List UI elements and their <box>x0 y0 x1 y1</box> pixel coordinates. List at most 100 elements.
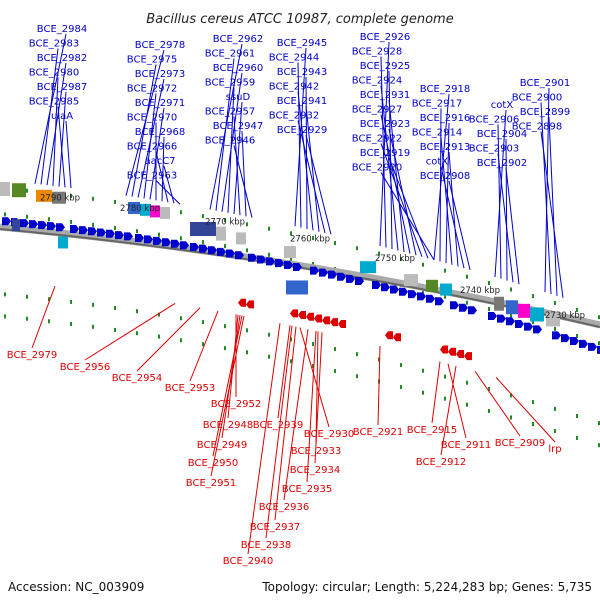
tick-mark <box>334 369 336 374</box>
forward-gene-arrow <box>70 224 79 233</box>
forward-gene-label: cotX <box>426 157 449 168</box>
reverse-gene-arrow <box>385 331 393 340</box>
feature-block <box>216 226 226 241</box>
forward-leader-line <box>155 151 169 203</box>
tick-mark <box>422 368 424 373</box>
tick-mark <box>4 292 6 297</box>
tick-mark <box>26 214 28 219</box>
tick-mark <box>510 393 512 398</box>
tick-mark <box>312 364 314 369</box>
kbp-layer: 2790 kbp 2780 kbp 2770 kbp 2760 kbp 2750 kbp… <box>40 193 585 321</box>
forward-gene-arrow <box>226 249 235 258</box>
forward-gene-label: BCE_2932 <box>269 111 319 122</box>
tick-mark <box>400 385 402 390</box>
forward-gene-label: BCE_2900 <box>512 93 562 104</box>
forward-leader-line <box>297 62 302 228</box>
tick-mark <box>356 246 358 251</box>
forward-gene-arrow <box>124 232 133 241</box>
tick-layer <box>4 186 600 448</box>
forward-gene-arrow <box>337 272 346 281</box>
tick-mark <box>554 428 556 433</box>
forward-gene-arrow <box>20 219 29 228</box>
forward-leader-line <box>143 93 157 199</box>
tick-mark <box>444 268 446 273</box>
forward-gene-label: BCE_2963 <box>127 171 177 182</box>
tick-mark <box>180 316 182 321</box>
reverse-leader-line <box>299 327 330 428</box>
forward-gene-label: BCE_2918 <box>420 84 470 95</box>
reverse-leader-line <box>84 303 176 361</box>
forward-gene-arrow <box>570 337 579 346</box>
tick-mark <box>598 421 600 426</box>
forward-gene-arrow <box>328 270 337 279</box>
forward-gene-label: BCE_2920 <box>352 163 402 174</box>
forward-gene-label: BCE_2944 <box>269 53 319 64</box>
reverse-leader-line <box>315 331 319 445</box>
tick-mark <box>466 274 468 279</box>
feature-block <box>36 189 52 202</box>
tick-mark <box>114 305 116 310</box>
forward-gene-label: BCE_2901 <box>520 78 570 89</box>
tick-mark <box>532 294 534 299</box>
forward-leader-line <box>548 116 558 296</box>
reverse-gene-arrow <box>306 312 314 321</box>
tick-mark <box>290 359 292 364</box>
tick-mark <box>114 327 116 332</box>
tick-mark <box>246 328 248 333</box>
forward-gene-label: BCE_2927 <box>352 105 402 116</box>
reverse-gene-label: BCE_2930 <box>304 429 354 440</box>
forward-leader-line <box>494 109 507 278</box>
reverse-gene-arrow <box>330 318 338 327</box>
forward-leader-line <box>297 91 314 231</box>
tick-mark <box>334 347 336 352</box>
forward-gene-arrow <box>459 303 468 312</box>
forward-gene-arrow <box>47 222 56 231</box>
tick-mark <box>224 218 226 223</box>
forward-gene-arrow <box>435 297 444 306</box>
forward-gene-label: BCE_2913 <box>420 142 470 153</box>
tick-mark <box>48 297 50 302</box>
forward-gene-label: BCE_2906 <box>469 115 519 126</box>
forward-gene-arrow <box>257 255 266 264</box>
feature-block <box>546 312 560 327</box>
forward-leader-line <box>380 172 435 261</box>
tick-mark <box>576 435 578 440</box>
tick-mark <box>532 320 534 325</box>
reverse-gene-label: BCE_2921 <box>353 427 403 438</box>
accession-text: Accession: NC_003909 <box>8 580 145 594</box>
tick-mark <box>92 222 94 227</box>
tick-mark <box>136 309 138 314</box>
forward-gene-arrow <box>106 229 115 238</box>
forward-gene-arrow <box>153 236 162 245</box>
forward-gene-arrow <box>417 292 426 301</box>
feature-block <box>150 205 160 218</box>
tick-mark <box>92 302 94 307</box>
forward-gene-label: BCE_2925 <box>360 61 410 72</box>
forward-gene-arrow <box>190 243 199 252</box>
tick-mark <box>466 402 468 407</box>
feature-block <box>140 203 150 216</box>
forward-leader-line <box>305 105 320 232</box>
forward-gene-label: BCE_2960 <box>213 63 263 74</box>
feature-block <box>160 206 170 219</box>
forward-gene-label: BCE_2904 <box>477 129 527 140</box>
reverse-gene-arrow <box>314 314 322 323</box>
tick-mark <box>180 210 182 215</box>
feature-block <box>440 283 452 296</box>
tick-mark <box>268 354 270 359</box>
forward-gene-arrow <box>552 331 561 340</box>
forward-gene-arrow <box>284 261 293 270</box>
tick-mark <box>158 334 160 339</box>
tick-mark <box>576 413 578 418</box>
feature-block <box>518 303 530 318</box>
forward-gene-label: BCE_2966 <box>127 142 177 153</box>
forward-leader-line <box>40 48 59 185</box>
tick-mark <box>224 244 226 249</box>
forward-gene-label: BCE_2919 <box>360 148 410 159</box>
reverse-gene-label: BCE_2935 <box>282 484 332 495</box>
forward-gene-label: BCE_2908 <box>420 171 470 182</box>
forward-gene-label: BCE_2945 <box>277 38 327 49</box>
forward-gene-arrow <box>319 268 328 277</box>
forward-gene-label: BCE_2947 <box>213 121 263 132</box>
tick-mark <box>444 396 446 401</box>
